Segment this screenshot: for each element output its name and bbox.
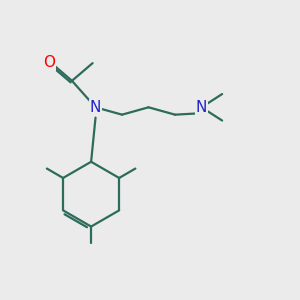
Text: N: N bbox=[90, 100, 101, 115]
Text: O: O bbox=[43, 55, 55, 70]
Text: N: N bbox=[196, 100, 207, 115]
